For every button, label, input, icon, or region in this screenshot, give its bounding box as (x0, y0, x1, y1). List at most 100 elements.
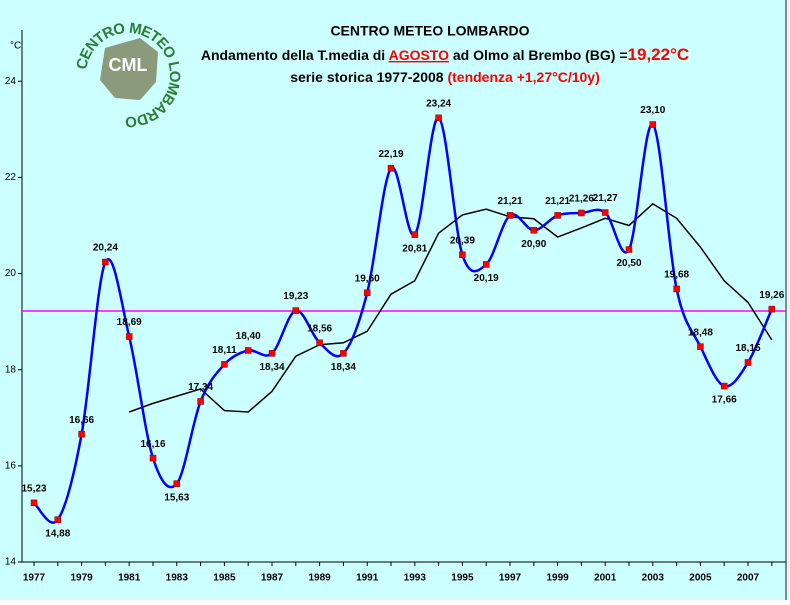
value-label: 15,23 (21, 484, 46, 495)
title-line3: serie storica 1977-2008 (tendenza +1,27°… (290, 69, 600, 85)
marker (625, 246, 633, 253)
value-label: 18,48 (688, 327, 713, 338)
value-label: 16,66 (69, 415, 94, 426)
marker (435, 114, 442, 122)
marker (292, 307, 300, 314)
marker (506, 212, 514, 219)
marker (411, 231, 419, 238)
value-label: 20,24 (93, 243, 118, 254)
title-line1: CENTRO METEO LOMBARDO (330, 23, 529, 39)
marker (601, 209, 609, 216)
value-label: 17,66 (712, 395, 737, 406)
marker (244, 347, 252, 354)
value-label: 16,16 (140, 439, 165, 450)
marker (197, 398, 204, 405)
x-tick-label: 1995 (451, 573, 474, 584)
value-label: 19,68 (664, 270, 689, 281)
y-tick-label: 22 (5, 172, 17, 183)
y-tick-label: 16 (5, 460, 17, 471)
marker (173, 480, 181, 487)
value-label: 19,26 (759, 290, 784, 301)
title-mean: 19,22°C (628, 45, 690, 64)
marker (316, 339, 323, 347)
title-trend: (tendenza +1,27°C/10y) (447, 69, 599, 85)
x-tick-label: 2007 (737, 573, 760, 584)
value-label: 18,56 (307, 323, 332, 334)
value-label: 20,90 (521, 239, 546, 250)
value-label: 18,34 (259, 362, 284, 373)
value-label: 19,60 (355, 273, 380, 284)
x-tick-label: 1989 (308, 573, 331, 584)
x-tick-label: 1991 (356, 573, 379, 584)
marker (30, 499, 38, 507)
x-tick-label: 1985 (213, 573, 236, 584)
x-tick-label: 2003 (642, 573, 665, 584)
value-label: 18,15 (735, 343, 760, 354)
x-tick-label: 1997 (499, 573, 522, 584)
marker (649, 121, 657, 128)
x-tick-label: 1999 (546, 573, 569, 584)
title-part: serie storica 1977-2008 (290, 69, 447, 85)
y-axis-label: °C (10, 41, 21, 52)
x-tick-label: 1981 (118, 573, 141, 584)
value-label: 17,34 (188, 382, 213, 393)
marker (387, 165, 395, 172)
x-tick-label: 2005 (689, 573, 712, 584)
value-label: 18,34 (331, 362, 356, 373)
value-label: 21,26 (569, 194, 594, 205)
marker (125, 333, 133, 340)
marker (530, 227, 538, 234)
marker (268, 350, 276, 357)
value-label: 19,23 (283, 291, 308, 302)
y-tick-label: 14 (5, 557, 17, 568)
value-label: 20,19 (474, 273, 499, 284)
y-tick-label: 18 (5, 364, 17, 375)
title-part: ad Olmo al Brembo (BG) = (449, 47, 628, 63)
title-part: Andamento della T.media di (201, 47, 389, 63)
x-tick-label: 1977 (23, 573, 46, 584)
marker (363, 289, 371, 297)
title-month: AGOSTO (389, 47, 450, 63)
marker (459, 251, 466, 259)
value-label: 20,50 (616, 258, 641, 269)
marker (102, 258, 109, 266)
marker (78, 430, 85, 438)
x-tick-label: 1979 (70, 573, 93, 584)
value-label: 18,40 (236, 331, 261, 342)
y-tick-label: 20 (5, 268, 17, 279)
marker (720, 382, 728, 390)
marker (697, 343, 704, 350)
value-label: 18,69 (117, 317, 142, 328)
value-label: 20,81 (402, 243, 427, 254)
value-label: 21,21 (545, 196, 570, 207)
marker (744, 359, 752, 366)
marker (221, 361, 228, 368)
y-tick-label: 24 (5, 76, 17, 87)
marker (340, 350, 347, 357)
value-label: 18,11 (212, 345, 237, 356)
marker (768, 305, 776, 313)
value-label: 23,10 (640, 105, 665, 116)
value-label: 23,24 (426, 98, 451, 109)
value-label: 20,39 (450, 235, 475, 246)
value-label: 21,21 (497, 196, 522, 207)
marker (578, 209, 585, 217)
value-label: 21,27 (593, 193, 618, 204)
logo-initials: CML (109, 55, 148, 75)
marker (673, 285, 680, 293)
x-tick-label: 1983 (166, 573, 189, 584)
x-tick-label: 2001 (594, 573, 617, 584)
value-label: 14,88 (45, 528, 70, 539)
marker (482, 261, 490, 268)
logo-shape (100, 38, 158, 100)
x-tick-label: 1993 (404, 573, 427, 584)
marker (554, 212, 561, 219)
title-line2: Andamento della T.media di AGOSTO ad Olm… (201, 45, 689, 64)
value-label: 22,19 (378, 149, 403, 160)
x-tick-label: 1987 (261, 573, 284, 584)
moving-average-line (128, 202, 773, 413)
marker (149, 454, 157, 462)
value-label: 15,63 (164, 492, 189, 503)
